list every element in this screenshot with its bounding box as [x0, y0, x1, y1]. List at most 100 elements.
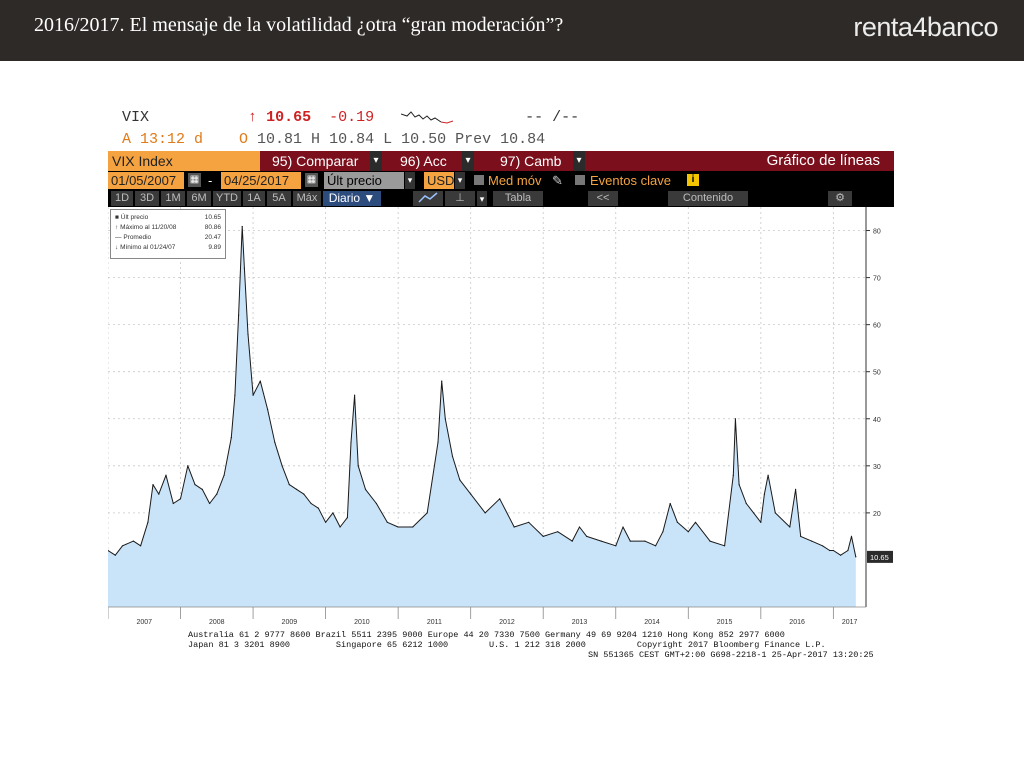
square-icon: ■ [115, 214, 119, 221]
series-point [274, 441, 276, 443]
series-point [267, 408, 269, 410]
series-point [147, 521, 149, 523]
series-point [499, 498, 501, 500]
calendar-icon[interactable]: ▦ [305, 173, 318, 187]
series-point [578, 526, 581, 528]
series-point [201, 488, 203, 490]
gear-icon[interactable]: ⚙ [828, 191, 852, 206]
period-1a[interactable]: 1A [243, 191, 265, 206]
period-ytd[interactable]: YTD [213, 191, 241, 206]
chevron-down-icon[interactable]: ▾ [405, 172, 415, 189]
series-point [629, 540, 631, 542]
series-point [158, 493, 160, 495]
series-point [296, 488, 298, 490]
field-select[interactable]: Últ precio [324, 172, 404, 189]
legend-value: 20.47 [204, 234, 221, 241]
last-value-box [867, 550, 893, 563]
series-point [252, 394, 254, 396]
series-area-fill [108, 226, 856, 607]
period-5a[interactable]: 5A [267, 191, 291, 206]
series-point [108, 549, 109, 552]
compare-menu[interactable]: 95) Comparar [272, 153, 359, 169]
last-value-label: 10.65 [870, 553, 889, 562]
y-tick-label: 60 [873, 323, 881, 330]
end-date-input[interactable]: 04/25/2017 [221, 172, 301, 189]
series-point [694, 521, 697, 523]
series-point [676, 521, 679, 523]
y-tick-label: 30 [873, 464, 881, 471]
series-point [140, 545, 142, 547]
series-point [209, 502, 211, 505]
series-point [165, 474, 167, 476]
max-marker-icon: ↑ [115, 224, 119, 231]
series-point [571, 540, 573, 542]
series-point [760, 521, 762, 523]
info-icon[interactable]: i [687, 174, 699, 186]
chart-type-label[interactable]: Gráfico de líneas [766, 152, 880, 169]
table-button[interactable]: Tabla [493, 191, 543, 206]
series-point [121, 545, 124, 547]
security-field[interactable]: VIX Index [108, 151, 260, 171]
actions-menu[interactable]: 96) Acc [400, 153, 447, 169]
series-point [542, 535, 544, 537]
period-max[interactable]: Máx [293, 191, 321, 206]
series-point [310, 502, 312, 505]
slide-title: 2016/2017. El mensaje de la volatilidad … [34, 14, 564, 36]
currency-select[interactable]: USD [424, 172, 454, 189]
series-point [644, 540, 646, 542]
moving-average-checkbox[interactable] [474, 175, 484, 185]
period-1d[interactable]: 1D [111, 191, 133, 206]
series-point [386, 521, 388, 523]
crosshair-icon[interactable]: ⊥ [445, 191, 475, 206]
date-separator: - [208, 173, 213, 188]
series-point [662, 531, 664, 533]
chevron-down-icon[interactable]: ▾ [477, 191, 487, 206]
period-1m[interactable]: 1M [161, 191, 185, 206]
last-value-tag: 10.65 [867, 550, 893, 563]
y-tick-label: 70 [873, 276, 881, 283]
legend-label: Mínimo al 01/24/07 [120, 244, 176, 251]
min-marker-icon: ↓ [115, 244, 119, 251]
change-dropdown-icon[interactable]: ▾ [573, 151, 585, 171]
series-point [850, 535, 853, 537]
period-3d[interactable]: 3D [135, 191, 159, 206]
footer-contacts-1: Australia 61 2 9777 8600 Brazil 5511 239… [188, 630, 785, 640]
series-point [655, 545, 657, 547]
content-button[interactable]: Contenido [668, 191, 748, 206]
actions-dropdown-icon[interactable]: ▾ [462, 151, 474, 171]
x-tick-label: 2016 [789, 619, 805, 626]
chevron-down-icon[interactable]: ▾ [455, 172, 465, 189]
period-6m[interactable]: 6M [187, 191, 211, 206]
legend-value: 9.89 [208, 244, 221, 251]
quote-time: A 13:12 d O [122, 131, 258, 148]
series-point [332, 512, 334, 514]
series-point [600, 540, 602, 542]
y-tick-label: 40 [873, 417, 881, 424]
collapse-icon[interactable]: << [588, 191, 618, 206]
start-date-input[interactable]: 01/05/2007 [108, 172, 184, 189]
pencil-icon[interactable]: ✎ [552, 173, 563, 188]
series-point [437, 441, 439, 443]
x-tick-label: 2009 [282, 619, 298, 626]
series-point [847, 549, 849, 552]
y-tick-label: 80 [873, 229, 881, 236]
avg-marker-icon: — [115, 234, 122, 241]
calendar-icon[interactable]: ▦ [188, 173, 201, 187]
series-point [734, 418, 737, 420]
series-point [238, 314, 240, 316]
series-point [375, 502, 377, 505]
series-point [444, 418, 446, 420]
series-point [152, 484, 154, 486]
series-point [829, 549, 831, 552]
series-point [223, 474, 225, 476]
key-events-checkbox[interactable] [575, 175, 585, 185]
date-range-bar: 01/05/2007 ▦ - 04/25/2017 ▦ Últ precio ▾… [108, 171, 894, 190]
line-chart-icon[interactable] [413, 191, 443, 206]
change-menu[interactable]: 97) Camb [500, 153, 562, 169]
compare-dropdown-icon[interactable]: ▾ [370, 151, 382, 171]
quote-line-2: A 13:12 d O 10.81 H 10.84 L 10.50 Prev 1… [122, 131, 545, 148]
frequency-select[interactable]: Diario ▼ [323, 191, 381, 206]
x-axis: 2007 2008 2009 2010 2011 2012 2013 2014 2015 2016… [108, 606, 866, 626]
series-point [470, 493, 472, 495]
